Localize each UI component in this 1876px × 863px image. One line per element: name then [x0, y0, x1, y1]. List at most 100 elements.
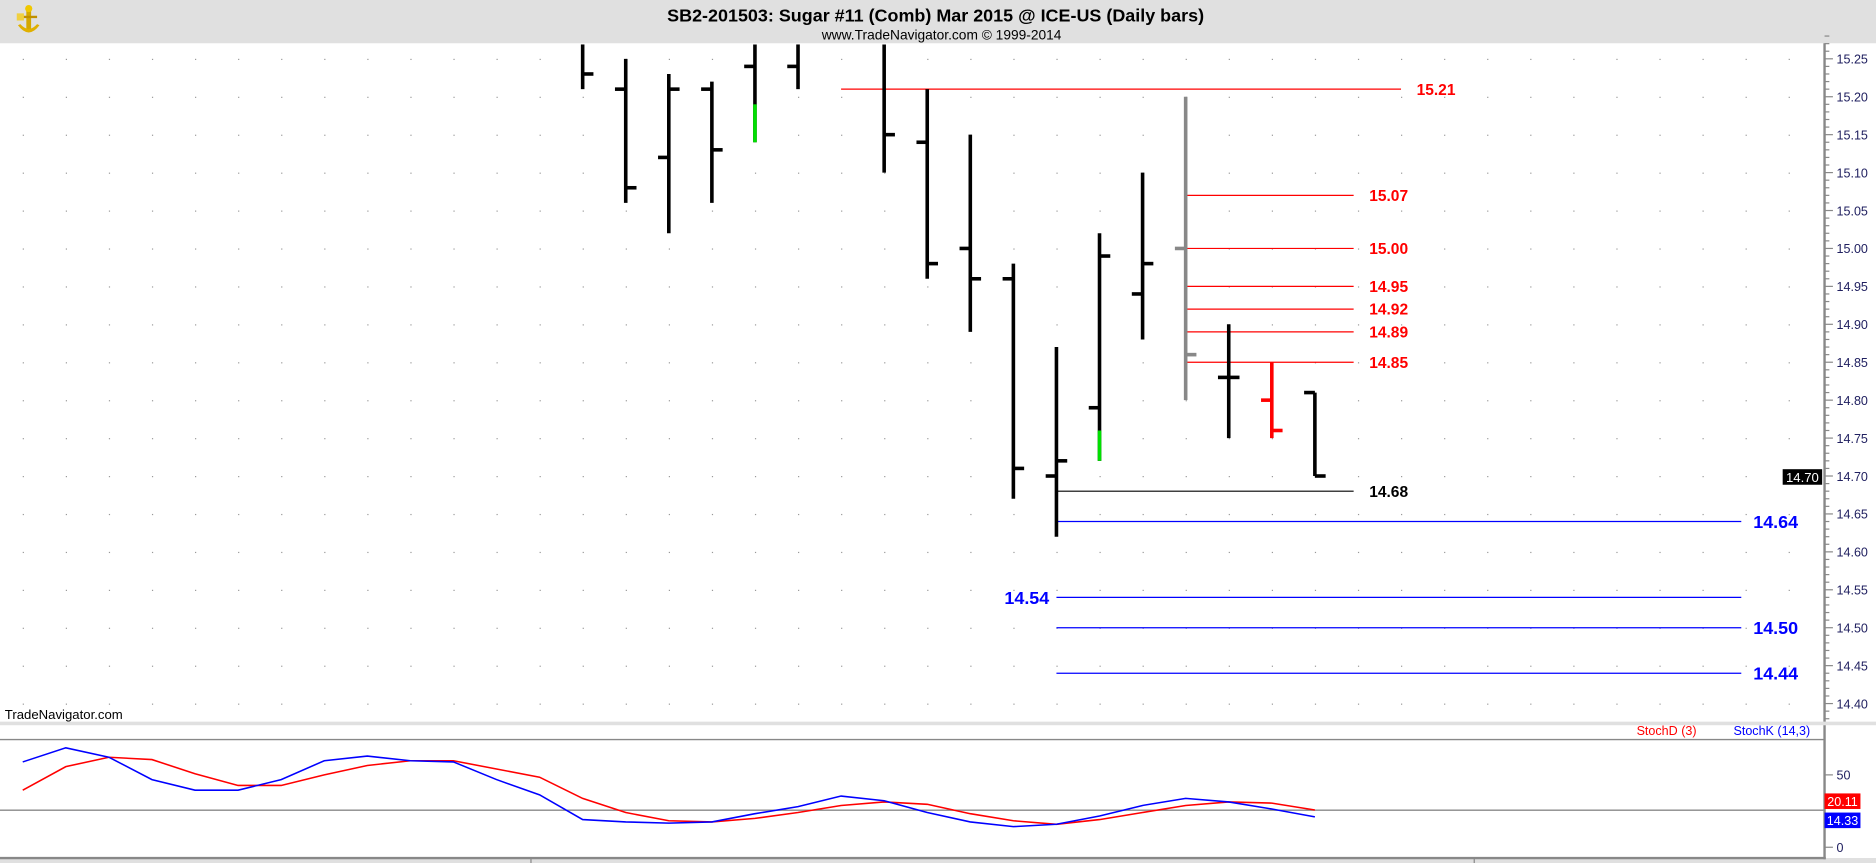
grid-dot: [1702, 210, 1704, 212]
grid-dot: [1099, 589, 1101, 591]
grid-dot: [582, 248, 584, 250]
grid-dot: [1013, 58, 1015, 61]
grid-dot: [1487, 210, 1489, 212]
grid-dot: [1271, 551, 1273, 554]
grid-dot: [841, 172, 843, 174]
grid-dot: [1357, 210, 1360, 212]
grid-dot: [324, 324, 326, 326]
grid-dot: [108, 210, 111, 212]
grid-dot: [1616, 476, 1618, 478]
grid-dot: [1056, 210, 1058, 212]
grid-dot: [65, 58, 67, 61]
grid-dot: [841, 513, 843, 516]
grid-dot: [1185, 513, 1187, 516]
grid-dot: [711, 286, 714, 288]
grid-dot: [195, 551, 197, 554]
grid-dot: [1013, 513, 1015, 516]
grid-dot: [884, 172, 886, 174]
grid-dot: [453, 400, 455, 402]
grid-dot: [367, 438, 369, 440]
grid-dot: [281, 172, 283, 174]
grid-dot: [1185, 665, 1187, 667]
grid-dot: [884, 589, 886, 591]
grid-dot: [1013, 627, 1015, 629]
grid-dot: [1573, 513, 1575, 516]
grid-dot: [281, 703, 283, 705]
grid-dot: [453, 96, 455, 98]
price-tick-label: 14.85: [1837, 356, 1868, 370]
grid-dot: [625, 551, 627, 554]
grid-dot: [238, 476, 240, 478]
grid-dot: [582, 438, 584, 440]
grid-dot: [1228, 513, 1230, 516]
stochastic-panel: [0, 725, 1825, 859]
grid-dot: [1530, 703, 1532, 705]
grid-dot: [453, 286, 455, 288]
grid-dot: [1401, 324, 1403, 326]
grid-dot: [711, 248, 714, 250]
grid-dot: [1616, 172, 1618, 174]
grid-dot: [1314, 324, 1317, 326]
grid-dot: [367, 476, 369, 478]
grid-dot: [1444, 476, 1446, 478]
grid-dot: [1401, 589, 1403, 591]
grid-dot: [1487, 438, 1489, 440]
grid-dot: [238, 400, 240, 402]
grid-dot: [1659, 438, 1661, 440]
grid-dot: [1788, 627, 1790, 629]
grid-dot: [625, 362, 627, 364]
grid-dot: [1357, 400, 1360, 402]
grid-dot: [754, 248, 757, 250]
grid-dot: [711, 362, 714, 364]
level-label: 14.89: [1369, 324, 1408, 341]
grid-dot: [1357, 551, 1360, 554]
grid-dot: [367, 703, 369, 705]
grid-dot: [238, 172, 240, 174]
grid-dot: [65, 248, 67, 250]
grid-dot: [367, 210, 369, 212]
grid-dot: [1702, 703, 1704, 705]
grid-dot: [1401, 438, 1403, 440]
grid-dot: [1056, 703, 1058, 705]
grid-dot: [324, 134, 326, 136]
stochastic-tick-label: 50: [1837, 769, 1851, 783]
grid-dot: [1357, 665, 1360, 667]
last-price-box: 14.70: [1782, 469, 1823, 485]
grid-dot: [1788, 286, 1790, 288]
grid-dot: [539, 703, 541, 705]
price-tick-label: 14.60: [1837, 546, 1868, 560]
grid-dot: [1228, 438, 1230, 440]
grid-dot: [22, 551, 24, 554]
grid-dot: [151, 96, 154, 98]
grid-dot: [668, 324, 670, 326]
grid-dot: [108, 513, 111, 516]
grid-dot: [668, 438, 670, 440]
grid-dot: [970, 476, 972, 478]
grid-dot: [754, 551, 757, 554]
grid-dot: [1357, 286, 1360, 288]
grid-dot: [1659, 134, 1661, 136]
grid-dot: [1099, 172, 1101, 174]
grid-dot: [711, 400, 714, 402]
level-label: 14.54: [1004, 588, 1049, 608]
grid-dot: [754, 589, 757, 591]
grid-dot: [1444, 400, 1446, 402]
grid-dot: [668, 362, 670, 364]
grid-dot: [496, 134, 498, 136]
grid-dot: [1357, 324, 1360, 326]
grid-dot: [1142, 134, 1144, 136]
grid-dot: [1745, 362, 1747, 364]
grid-dot: [970, 96, 972, 98]
grid-dot: [1659, 513, 1661, 516]
grid-dot: [798, 286, 800, 288]
grid-dot: [1314, 96, 1317, 98]
price-tick-label: 14.75: [1837, 432, 1868, 446]
grid-dot: [1357, 362, 1360, 364]
grid-dot: [582, 134, 584, 136]
grid-dot: [65, 324, 67, 326]
grid-dot: [625, 286, 627, 288]
grid-dot: [1659, 589, 1661, 591]
ohlc-bar: [1002, 263, 1025, 499]
grid-dot: [1487, 703, 1489, 705]
grid-dot: [539, 551, 541, 554]
